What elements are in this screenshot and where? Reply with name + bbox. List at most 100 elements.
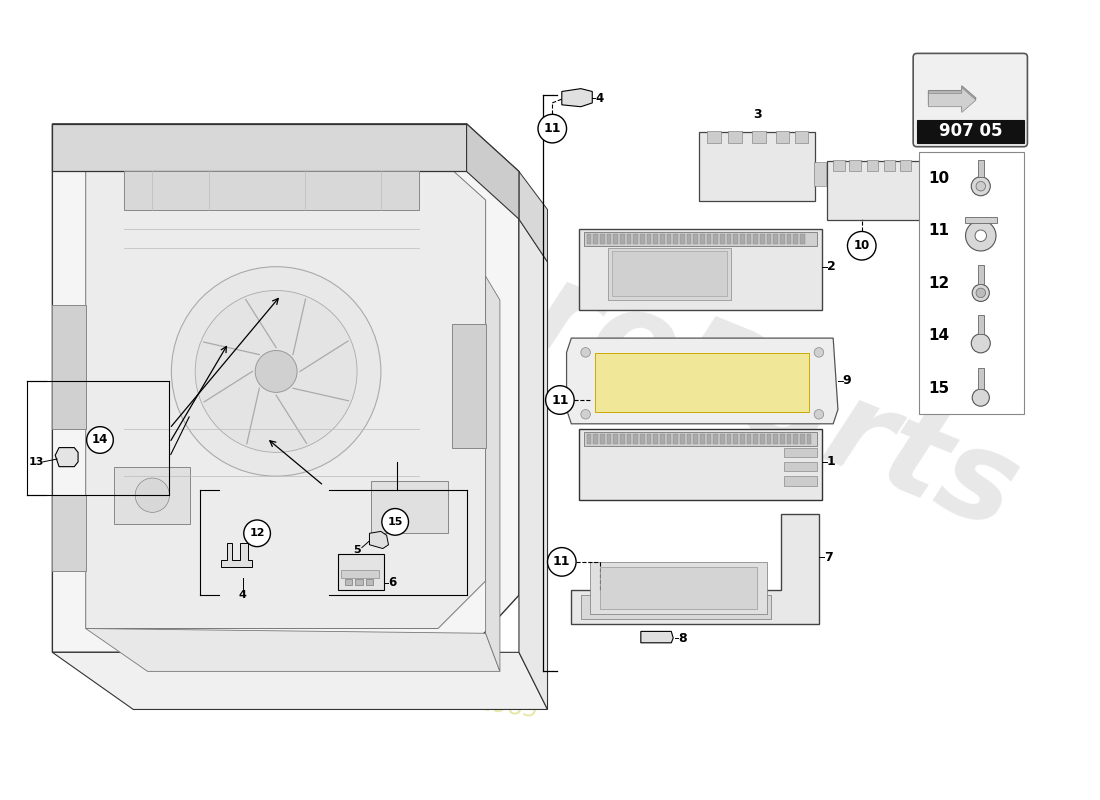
Text: 3: 3 xyxy=(752,108,761,121)
Polygon shape xyxy=(221,543,252,566)
Bar xyxy=(640,434,645,444)
Bar xyxy=(754,234,758,244)
Bar xyxy=(883,160,895,171)
Bar xyxy=(700,234,705,244)
Bar xyxy=(634,434,638,444)
Bar xyxy=(579,229,822,310)
Bar xyxy=(686,234,691,244)
Bar xyxy=(707,131,721,143)
Circle shape xyxy=(972,389,989,406)
Bar xyxy=(647,434,651,444)
Bar xyxy=(754,434,758,444)
Circle shape xyxy=(971,334,990,353)
Bar xyxy=(344,579,352,585)
Polygon shape xyxy=(519,219,548,710)
Bar xyxy=(747,434,751,444)
Text: 10: 10 xyxy=(928,171,949,186)
Bar xyxy=(760,234,764,244)
Circle shape xyxy=(814,348,824,357)
Bar xyxy=(640,234,645,244)
Text: 12: 12 xyxy=(928,276,949,291)
Bar xyxy=(673,434,678,444)
Bar xyxy=(978,159,983,177)
Bar xyxy=(600,234,605,244)
Bar xyxy=(740,434,745,444)
Bar xyxy=(793,234,798,244)
Text: 12: 12 xyxy=(250,528,265,538)
Bar xyxy=(740,234,745,244)
Circle shape xyxy=(135,478,169,512)
Bar xyxy=(867,160,878,171)
Bar xyxy=(800,234,804,244)
Circle shape xyxy=(382,509,408,535)
Text: euroParts: euroParts xyxy=(355,187,1035,556)
Polygon shape xyxy=(55,448,78,466)
Bar xyxy=(806,434,812,444)
Bar xyxy=(584,233,817,246)
Text: 1: 1 xyxy=(826,455,835,468)
Bar xyxy=(776,131,790,143)
Bar xyxy=(693,434,698,444)
Circle shape xyxy=(972,284,989,302)
Polygon shape xyxy=(928,86,976,110)
Polygon shape xyxy=(53,124,519,652)
Text: 11: 11 xyxy=(553,555,571,568)
Bar xyxy=(653,234,658,244)
Text: 11: 11 xyxy=(928,223,949,238)
Bar xyxy=(660,234,664,244)
Bar xyxy=(667,234,671,244)
Circle shape xyxy=(976,288,986,298)
Polygon shape xyxy=(86,157,485,629)
Circle shape xyxy=(581,410,591,419)
Polygon shape xyxy=(566,338,838,424)
Text: 7: 7 xyxy=(824,550,833,564)
Bar xyxy=(606,434,612,444)
Bar xyxy=(365,579,373,585)
Bar xyxy=(620,234,625,244)
FancyBboxPatch shape xyxy=(827,161,920,220)
Bar xyxy=(713,434,718,444)
Circle shape xyxy=(172,266,381,476)
Bar xyxy=(783,448,817,457)
Bar xyxy=(593,434,598,444)
Bar xyxy=(833,160,845,171)
Circle shape xyxy=(976,182,986,191)
Bar xyxy=(595,354,810,412)
Bar xyxy=(814,162,826,186)
Bar xyxy=(728,131,741,143)
Circle shape xyxy=(975,230,987,242)
Bar xyxy=(700,434,705,444)
Bar xyxy=(719,434,725,444)
Bar xyxy=(978,314,983,334)
FancyBboxPatch shape xyxy=(913,54,1027,146)
Bar xyxy=(673,234,678,244)
Bar xyxy=(786,234,791,244)
Bar xyxy=(341,570,380,578)
Bar xyxy=(760,434,764,444)
Circle shape xyxy=(971,177,990,196)
Bar xyxy=(965,217,997,223)
Text: 6: 6 xyxy=(388,576,397,590)
Bar xyxy=(607,248,732,300)
Circle shape xyxy=(538,114,566,143)
Circle shape xyxy=(244,520,271,546)
Text: 11: 11 xyxy=(551,394,569,406)
Text: 15: 15 xyxy=(928,381,949,395)
Bar xyxy=(693,234,698,244)
Polygon shape xyxy=(519,171,548,262)
Polygon shape xyxy=(641,631,673,643)
Bar xyxy=(53,495,86,571)
Bar xyxy=(978,368,983,389)
Bar xyxy=(613,251,726,296)
Circle shape xyxy=(966,221,996,251)
Bar xyxy=(734,234,738,244)
Bar xyxy=(706,234,712,244)
Bar xyxy=(795,131,808,143)
Bar xyxy=(767,234,771,244)
Circle shape xyxy=(814,410,824,419)
Text: a passion for parts since 1985: a passion for parts since 1985 xyxy=(184,649,540,722)
Bar xyxy=(653,434,658,444)
Text: 10: 10 xyxy=(854,239,870,252)
Bar xyxy=(338,554,384,590)
Circle shape xyxy=(87,426,113,454)
